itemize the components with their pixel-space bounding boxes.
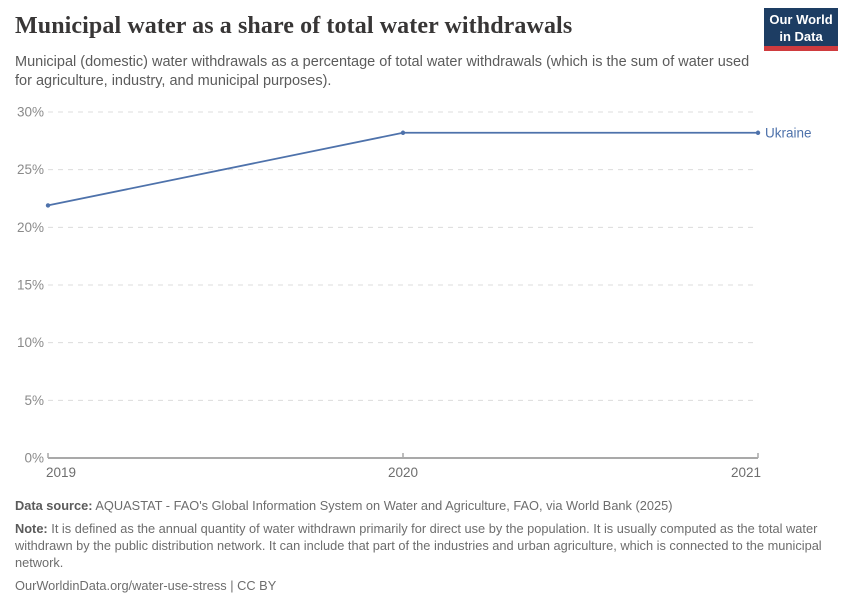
data-point xyxy=(755,130,761,135)
y-tick-label: 30% xyxy=(17,105,44,120)
line-chart: 0% 5% 10% 15% 20% 25% 30% 2019 2020 2021 Ukraine xyxy=(17,105,812,481)
data-source-label: Data source: xyxy=(15,498,93,513)
chart-footer: Data source: AQUASTAT - FAO's Global Inf… xyxy=(15,497,837,594)
page-title: Municipal water as a share of total wate… xyxy=(15,13,573,39)
y-tick-label: 25% xyxy=(17,162,44,177)
y-tick-label: 0% xyxy=(24,451,44,466)
x-tick-label: 2021 xyxy=(731,465,761,480)
data-line-ukraine xyxy=(47,131,758,207)
chart-subtitle: Municipal (domestic) water withdrawals a… xyxy=(15,54,750,89)
y-tick-label: 10% xyxy=(17,335,44,350)
y-tick-label: 20% xyxy=(17,220,44,235)
x-tick-label: 2019 xyxy=(46,465,76,480)
series-label-ukraine: Ukraine xyxy=(765,125,812,140)
data-source-line: Data source: AQUASTAT - FAO's Global Inf… xyxy=(15,497,837,514)
owid-logo-line1: Our World xyxy=(769,12,833,27)
owid-logo-line2: in Data xyxy=(779,28,823,44)
owid-logo[interactable]: Our World in Data xyxy=(764,8,838,51)
data-point xyxy=(45,203,51,208)
data-point xyxy=(400,130,406,135)
y-tick-label: 15% xyxy=(17,278,44,293)
y-tick-label: 5% xyxy=(24,393,44,408)
note-label: Note: xyxy=(15,521,48,537)
x-tick-label: 2020 xyxy=(388,465,418,480)
owid-url-link[interactable]: OurWorldinData.org/water-use-stress | CC… xyxy=(15,578,277,594)
note-text: It is defined as the annual quantity of … xyxy=(15,521,822,571)
data-source-text: AQUASTAT - FAO's Global Information Syst… xyxy=(95,498,673,513)
note-line: Note: It is defined as the annual quanti… xyxy=(15,520,837,571)
